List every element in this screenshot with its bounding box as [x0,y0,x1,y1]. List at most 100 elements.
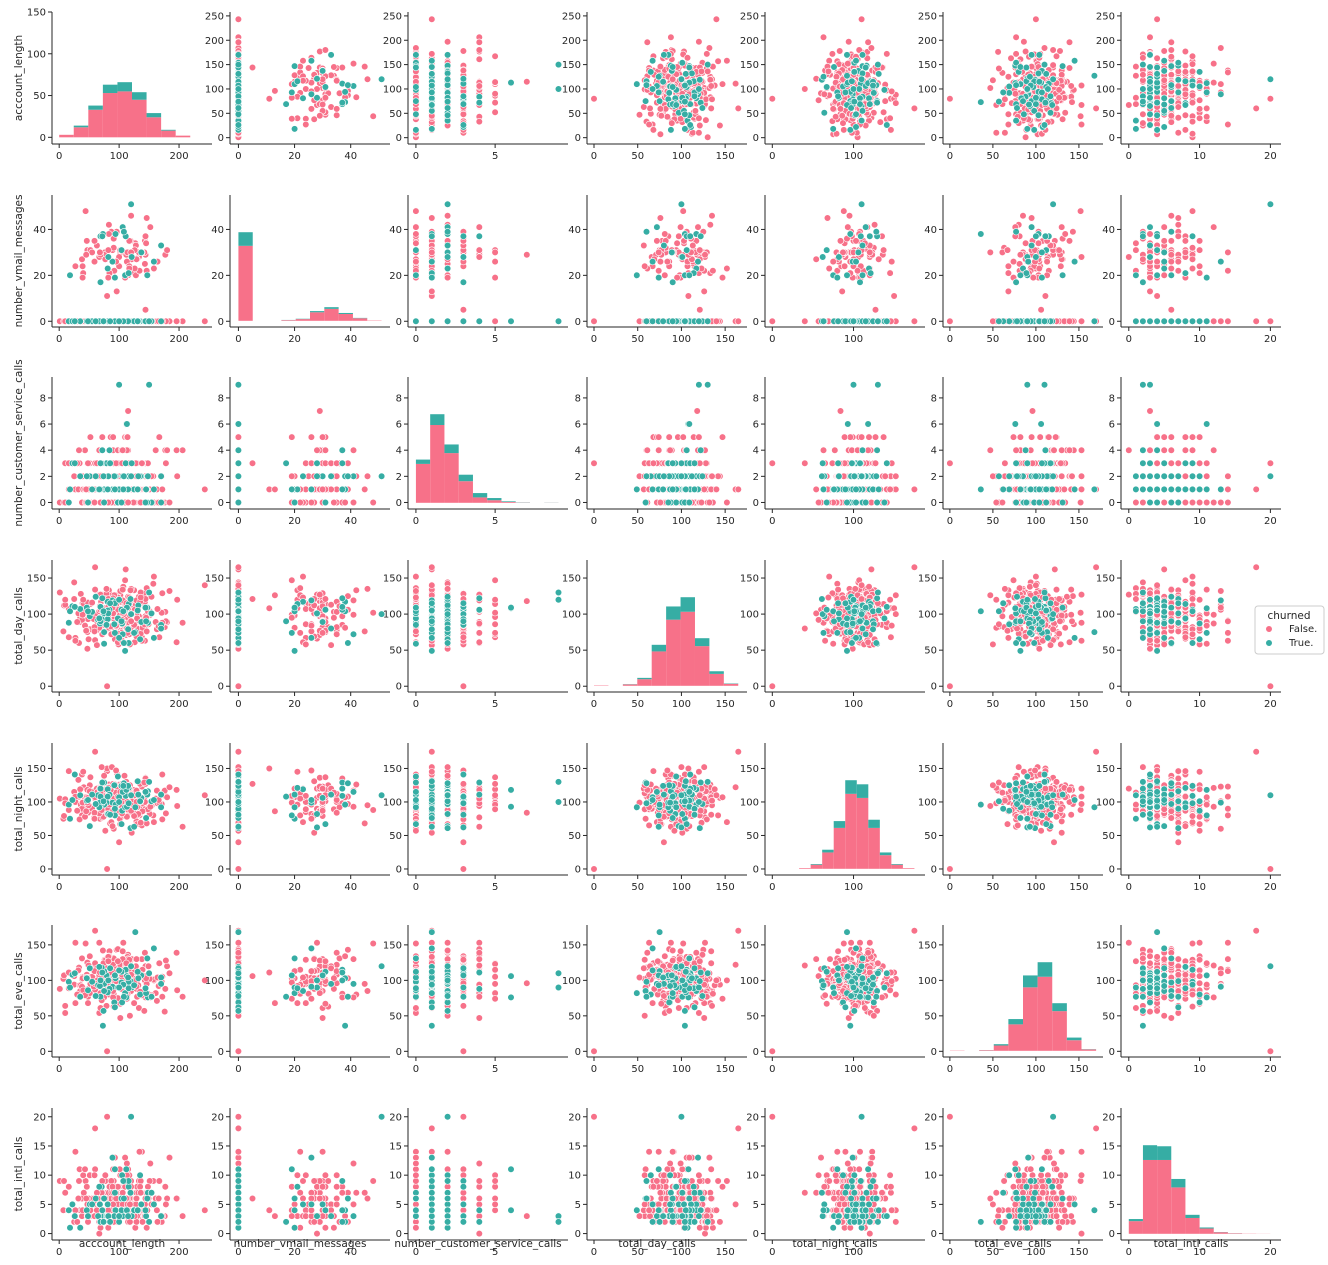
point-false [82,447,89,454]
point-false [317,408,324,415]
point-false [1035,240,1042,247]
point-true [1000,89,1007,96]
y-tick-label: 6 [218,420,224,431]
point-true [460,75,467,82]
point-true [875,318,882,325]
x-tick-label: 0 [235,334,241,345]
point-true [460,318,467,325]
point-false [1005,288,1012,295]
point-true [413,247,420,254]
point-false [677,224,684,231]
point-false [647,105,654,112]
point-true [413,127,420,134]
point-true [660,318,667,325]
point-false [1189,208,1196,215]
point-false [1196,106,1203,113]
point-true [1182,318,1189,325]
point-true [1154,99,1161,106]
point-false [1056,94,1063,101]
point-false [322,47,329,54]
hist-bar-false [487,500,501,503]
x-tick-label: 150 [1069,334,1088,345]
x-tick-label: 100 [672,334,691,345]
point-false [875,256,882,263]
point-false [657,215,664,222]
point-true [96,486,103,493]
point-false [704,68,711,75]
point-true [1168,228,1175,235]
y-tick-label: 0 [1109,317,1115,328]
point-true [654,224,661,231]
point-true [669,249,676,256]
point-false [429,288,436,295]
point-true [300,95,307,102]
point-true [135,473,142,480]
y-tick-label: 150 [205,60,224,71]
point-false [654,238,661,245]
y-tick-label: 2 [575,472,581,483]
point-true [1267,201,1274,208]
point-true [235,122,242,129]
point-true [1025,258,1032,265]
point-false [444,274,451,281]
point-false [1022,240,1029,247]
point-true [1154,233,1161,240]
point-true [1175,59,1182,66]
point-true [444,242,451,249]
point-false [1168,119,1175,126]
hist-bar-true [132,92,147,100]
hist-bar-false [430,425,444,503]
point-true [649,86,656,93]
x-tick-label: 100 [1026,334,1045,345]
point-false [829,51,836,58]
point-true [1168,318,1175,325]
point-false [1168,307,1175,314]
point-true [1168,82,1175,89]
point-true [1023,270,1030,277]
point-false [151,265,158,272]
x-tick-label: 50 [631,151,644,162]
point-false [1058,224,1065,231]
point-false [830,258,837,265]
hist-bar-false [176,136,191,138]
x-tick-label: 100 [110,516,129,527]
point-true [859,242,866,249]
point-true [655,89,662,96]
point-true [444,105,451,112]
point-true [669,279,676,286]
point-false [110,434,117,441]
point-true [342,89,349,96]
point-true [1033,101,1040,108]
point-true [429,258,436,265]
point-false [1161,238,1168,245]
point-false [1140,120,1147,127]
point-true [97,460,104,467]
point-true [1154,318,1161,325]
point-true [1140,98,1147,105]
point-false [125,499,132,506]
point-false [143,240,150,247]
point-true [134,486,141,493]
point-true [874,99,881,106]
y-tick-label: 250 [383,11,402,22]
point-false [713,16,720,23]
point-true [1175,89,1182,96]
y-tick-label: 8 [40,393,46,404]
point-true [314,460,321,467]
point-false [331,64,338,71]
point-false [1168,258,1175,265]
hist-bar-false [103,93,118,137]
point-true [1147,94,1154,101]
point-true [283,101,290,108]
point-false [1154,55,1161,62]
point-false [460,67,467,74]
point-true [819,254,826,261]
point-false [1168,238,1175,245]
point-true [1017,64,1024,71]
point-true [859,108,866,115]
point-true [1161,318,1168,325]
point-true [322,499,329,506]
point-true [429,57,436,64]
x-tick-label: 0 [947,334,953,345]
